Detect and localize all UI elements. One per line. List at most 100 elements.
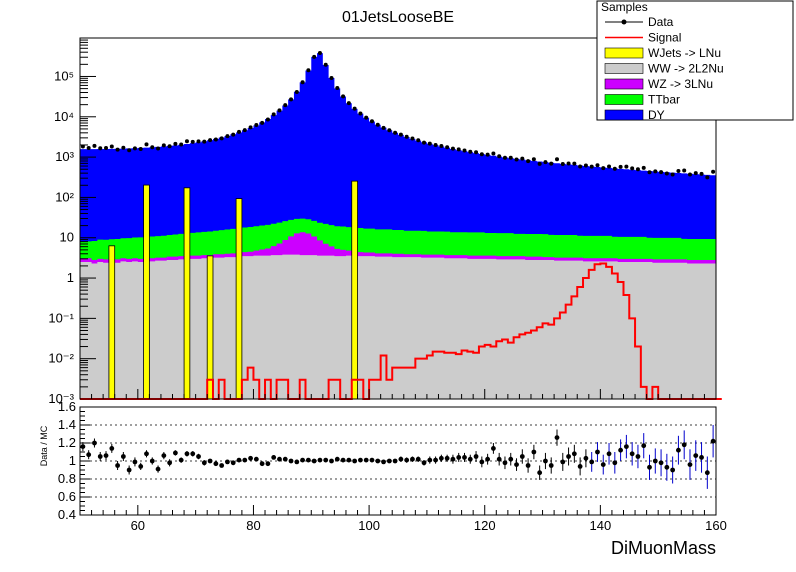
data-point	[289, 97, 294, 102]
data-point	[156, 146, 161, 151]
data-point	[439, 143, 444, 148]
ratio-y-tick-label: 0.6	[58, 489, 76, 504]
data-point	[711, 169, 716, 174]
ratio-point	[184, 451, 190, 457]
data-point	[190, 139, 195, 144]
data-point	[670, 172, 675, 177]
ratio-point	[508, 456, 514, 462]
ratio-point	[86, 452, 92, 458]
ratio-point	[427, 457, 433, 463]
data-point	[179, 142, 184, 147]
ratio-point	[161, 453, 167, 458]
ratio-point	[537, 470, 543, 476]
ratio-point	[277, 456, 282, 462]
ratio-point	[282, 456, 288, 462]
signal-histogram	[80, 262, 722, 400]
ratio-point	[138, 464, 144, 469]
data-point	[138, 147, 143, 152]
data-point	[387, 128, 392, 133]
ratio-point	[462, 455, 467, 460]
ratio-point	[358, 457, 363, 463]
data-point	[410, 136, 415, 141]
data-point	[381, 125, 386, 130]
legend-label: DY	[648, 108, 665, 122]
data-point	[549, 161, 554, 166]
ratio-point	[566, 454, 571, 459]
data-point	[705, 175, 710, 180]
data-point	[161, 143, 166, 148]
y-tick-label: 10⁻¹	[48, 310, 74, 325]
data-point	[433, 142, 438, 147]
data-point	[427, 141, 432, 146]
ratio-point	[305, 457, 311, 463]
ratio-point	[704, 470, 710, 476]
data-point	[219, 136, 224, 141]
ratio-y-tick-label: 1	[69, 453, 76, 468]
data-point	[283, 103, 288, 108]
ratio-point	[693, 453, 699, 458]
data-point	[468, 149, 473, 154]
wjets-bar-0	[108, 245, 116, 400]
ratio-point	[404, 457, 410, 463]
ratio-point	[155, 466, 161, 472]
ratio-point	[676, 447, 681, 453]
ratio-point	[317, 457, 323, 463]
ratio-point	[612, 460, 618, 466]
data-point	[578, 164, 583, 169]
ratio-point	[479, 459, 485, 465]
data-point	[369, 119, 374, 124]
data-point	[104, 145, 109, 150]
ratio-point	[230, 460, 236, 466]
ratio-point	[496, 456, 502, 462]
ratio-point	[271, 455, 277, 460]
ratio-point	[710, 438, 716, 444]
data-point	[531, 157, 536, 162]
ratio-point	[346, 457, 352, 463]
legend-swatch-fill	[604, 63, 644, 74]
data-point	[676, 169, 681, 174]
x-tick-label: 60	[131, 518, 145, 533]
ratio-point	[543, 458, 548, 464]
data-point	[260, 120, 265, 125]
wjets-bar-4	[235, 198, 243, 400]
ratio-point	[92, 440, 97, 446]
ratio-point	[311, 458, 317, 464]
ratio-point	[652, 458, 658, 464]
data-point	[398, 132, 403, 137]
data-point	[202, 139, 207, 144]
ratio-plot: 0.4 0.6 0.8 1 1.2 1.4 1.6 60 80 100 120 140 160 Dat…	[39, 399, 727, 558]
ratio-point	[467, 456, 473, 462]
data-point	[653, 169, 658, 174]
y-tick-label: 10⁵	[54, 68, 74, 83]
data-point	[607, 164, 612, 169]
ratio-point	[369, 457, 375, 463]
data-point	[422, 140, 427, 145]
ratio-point	[126, 467, 132, 473]
ratio-y-tick-label: 1.6	[58, 399, 76, 414]
ww-fill	[80, 254, 716, 399]
ratio-point	[173, 450, 178, 456]
data-point	[450, 146, 455, 151]
legend-title: Samples	[601, 0, 648, 14]
ratio-point	[149, 458, 155, 464]
ratio-point	[219, 463, 225, 468]
ratio-point	[103, 453, 109, 458]
data-point	[404, 134, 409, 139]
ratio-y-tick-label: 0.8	[58, 471, 76, 486]
ratio-point	[525, 463, 531, 468]
ratio-point	[242, 457, 248, 463]
data-point	[323, 62, 328, 67]
ratio-point	[381, 459, 386, 465]
ratio-y-tick-label: 1.4	[58, 417, 76, 432]
ratio-point	[502, 460, 508, 466]
ratio-point	[144, 451, 149, 457]
ratio-point	[618, 447, 623, 453]
ratio-point	[681, 442, 687, 448]
data-point	[184, 139, 189, 144]
data-point	[121, 145, 126, 150]
ratio-gridlines	[80, 424, 716, 498]
data-point	[132, 146, 137, 151]
data-point	[612, 166, 617, 171]
data-point	[265, 117, 270, 122]
